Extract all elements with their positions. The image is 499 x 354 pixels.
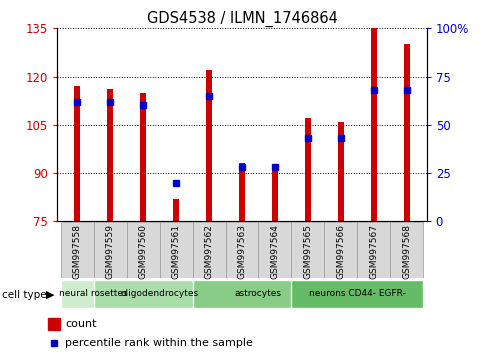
FancyBboxPatch shape [61,222,94,278]
Bar [272,167,278,221]
FancyBboxPatch shape [160,222,193,278]
FancyBboxPatch shape [258,222,291,278]
Bar [305,118,311,221]
Text: GSM997564: GSM997564 [270,224,279,279]
Bar [239,164,245,221]
FancyBboxPatch shape [94,280,226,308]
FancyBboxPatch shape [390,222,423,278]
Bar [371,25,377,221]
Text: oligodendrocytes: oligodendrocytes [121,289,199,298]
Text: neurons CD44- EGFR-: neurons CD44- EGFR- [309,289,406,298]
Title: GDS4538 / ILMN_1746864: GDS4538 / ILMN_1746864 [147,11,337,27]
Text: neural rosettes: neural rosettes [59,289,128,298]
Text: ▶: ▶ [46,290,54,299]
Bar [338,121,344,221]
Text: GSM997558: GSM997558 [73,224,82,279]
Text: GSM997559: GSM997559 [106,224,115,279]
Bar [173,199,179,221]
FancyBboxPatch shape [127,222,160,278]
Bar [140,93,146,221]
FancyBboxPatch shape [226,222,258,278]
FancyBboxPatch shape [193,222,226,278]
FancyBboxPatch shape [61,280,127,308]
Bar [107,90,113,221]
FancyBboxPatch shape [291,222,324,278]
Text: GSM997562: GSM997562 [205,224,214,279]
FancyBboxPatch shape [94,222,127,278]
Text: GSM997565: GSM997565 [303,224,312,279]
Text: GSM997568: GSM997568 [402,224,411,279]
Text: astrocytes: astrocytes [235,289,282,298]
Text: percentile rank within the sample: percentile rank within the sample [65,338,253,348]
Bar [404,44,410,221]
FancyBboxPatch shape [193,280,324,308]
Bar [206,70,212,221]
Text: cell type: cell type [2,290,46,299]
FancyBboxPatch shape [324,222,357,278]
Text: GSM997560: GSM997560 [139,224,148,279]
Text: count: count [65,319,97,329]
Text: GSM997567: GSM997567 [369,224,378,279]
FancyBboxPatch shape [357,222,390,278]
Text: GSM997563: GSM997563 [238,224,247,279]
Text: GSM997566: GSM997566 [336,224,345,279]
Bar [48,318,60,330]
Bar [74,86,80,221]
Text: GSM997561: GSM997561 [172,224,181,279]
FancyBboxPatch shape [291,280,423,308]
